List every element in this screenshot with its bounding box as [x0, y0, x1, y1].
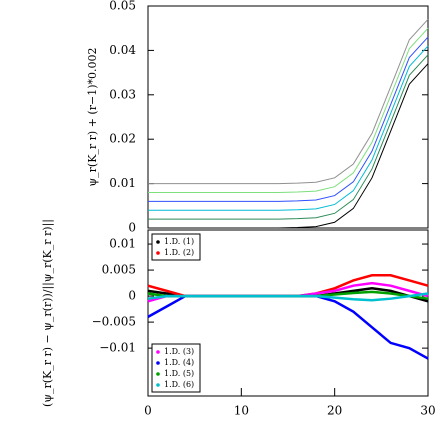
x-tick-label: 20 — [327, 404, 342, 418]
series-line — [148, 27, 429, 193]
x-tick-label: 30 — [420, 404, 435, 418]
y-tick-label: 0 — [128, 221, 136, 235]
plot-frame — [147, 229, 429, 397]
y-axis-label: (ψ_r(K_r r) − ψ_r(r))/||ψ_r(K_r r)|| — [41, 219, 55, 407]
x-tick-label: 10 — [234, 404, 249, 418]
y-tick-label: 0.005 — [102, 263, 136, 277]
legend-label: 1.D. (2) — [164, 248, 194, 257]
series-line — [148, 36, 429, 202]
y-tick-label: 0.03 — [109, 87, 136, 101]
legend-marker — [156, 361, 160, 365]
legend-label: 1.D. (6) — [164, 380, 194, 389]
y-tick-label: 0.02 — [109, 132, 136, 146]
y-tick-label: 0.01 — [109, 237, 136, 251]
y-tick-label: −0.005 — [92, 315, 136, 329]
legend-marker — [156, 372, 160, 376]
legend-marker — [156, 383, 160, 387]
y-tick-label: 0 — [128, 289, 136, 303]
legend-label: 1.D. (4) — [164, 358, 194, 367]
legend-box — [151, 343, 201, 393]
legend-label: 1.D. (3) — [164, 347, 194, 356]
series-line — [147, 292, 429, 302]
y-tick-label: 0.01 — [109, 176, 136, 190]
y-tick-label: 0.04 — [109, 43, 136, 57]
legend-label: 1.D. (1) — [164, 237, 194, 246]
legend-label: 1.D. (5) — [164, 369, 194, 378]
series-line — [148, 18, 429, 185]
series-line — [148, 54, 429, 220]
x-tick-label: 0 — [144, 404, 152, 418]
y-tick-label: −0.01 — [99, 341, 136, 355]
legend-marker — [156, 251, 160, 255]
legend-box — [151, 233, 201, 261]
legend-marker — [156, 240, 160, 244]
series-line — [148, 45, 429, 211]
series-line — [148, 63, 429, 229]
y-tick-label: 0.05 — [109, 0, 136, 13]
y-axis-label: ψ_r(K_r r) + (r−1)*0.002 — [86, 48, 99, 187]
legend-marker — [156, 350, 160, 354]
